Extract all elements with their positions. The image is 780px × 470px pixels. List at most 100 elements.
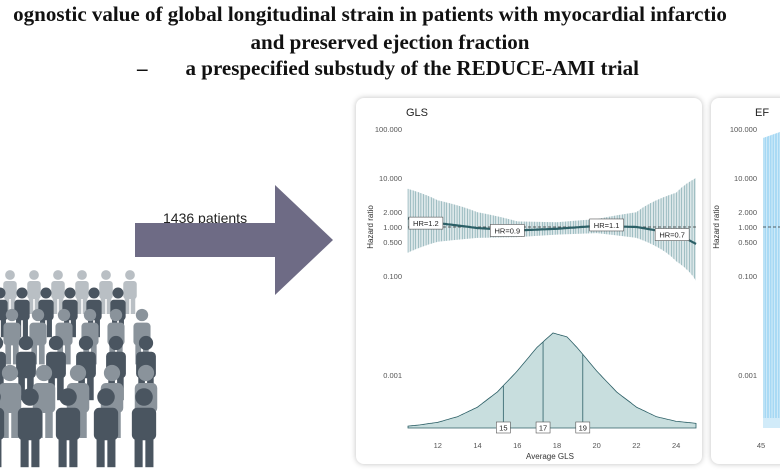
gls-y-tick-label: 10.000 bbox=[379, 174, 402, 183]
person-head bbox=[5, 270, 15, 280]
gls-quantile-label: 17 bbox=[539, 424, 547, 433]
person-leg bbox=[52, 297, 58, 314]
person-figure bbox=[0, 287, 8, 338]
gls-quantile-marker: 15 bbox=[496, 421, 511, 434]
person-leg bbox=[34, 297, 40, 314]
gls-x-axis-label: Average GLS bbox=[526, 452, 574, 461]
person-head bbox=[35, 364, 53, 382]
gls-panel: GLS 0.100 0.500 1.000 2.000 10.000 100.000 Haza… bbox=[356, 98, 702, 464]
person-figure bbox=[99, 270, 113, 314]
person-figure bbox=[93, 388, 119, 468]
gls-quantile-marker: 19 bbox=[575, 421, 591, 434]
person-head bbox=[112, 287, 124, 299]
ef-y-tick-label: 0.100 bbox=[738, 272, 757, 281]
person-leg bbox=[64, 343, 71, 365]
gls-hr-label: HR=0.9 bbox=[494, 226, 520, 235]
ef-panel: EF 0.100 0.500 1.000 2.000 10.000 100.000 Hazar… bbox=[711, 98, 780, 464]
ef-y-tick-label: 2.000 bbox=[738, 208, 757, 217]
person-head bbox=[59, 388, 77, 406]
person-figure bbox=[16, 335, 36, 401]
gls-hr-box bbox=[654, 228, 690, 241]
person-figure bbox=[32, 364, 56, 438]
person-figure bbox=[3, 308, 21, 365]
gls-hr-annotation: HR=0.7 bbox=[654, 228, 690, 241]
gls-x-tick-label: 12 bbox=[434, 441, 442, 450]
person-head bbox=[57, 308, 71, 322]
person-torso bbox=[29, 322, 47, 346]
gls-quantile-box bbox=[575, 421, 591, 434]
gls-y-tick-label: 100.000 bbox=[375, 125, 402, 134]
person-leg bbox=[82, 297, 88, 314]
person-leg bbox=[31, 437, 40, 468]
person-head bbox=[135, 388, 153, 406]
person-torso bbox=[3, 322, 21, 346]
person-leg bbox=[11, 410, 19, 438]
person-leg bbox=[134, 437, 143, 468]
gls-quantile-box bbox=[535, 421, 551, 434]
person-leg bbox=[130, 297, 136, 314]
person-leg bbox=[124, 297, 130, 314]
ef-panel-title: EF bbox=[755, 107, 769, 119]
gls-hazard-curve bbox=[407, 217, 697, 245]
person-head bbox=[21, 388, 39, 406]
person-head bbox=[64, 287, 76, 299]
person-head bbox=[16, 287, 28, 299]
right-arrow-icon bbox=[135, 185, 333, 295]
gls-y-tick-label: 1.000 bbox=[383, 223, 402, 232]
person-torso bbox=[16, 351, 36, 379]
person-head bbox=[77, 270, 87, 280]
title-dash: – bbox=[137, 56, 148, 80]
ef-y-tick-label: 0.500 bbox=[738, 238, 757, 247]
ef-density-tick-label: 0.001 bbox=[738, 371, 757, 380]
person-leg bbox=[69, 437, 78, 468]
person-leg bbox=[38, 343, 45, 365]
gls-x-tick-label: 14 bbox=[473, 441, 481, 450]
ef-y-tick-label: 1.000 bbox=[738, 223, 757, 232]
person-head bbox=[0, 337, 4, 349]
person-leg bbox=[58, 297, 64, 314]
person-torso bbox=[0, 407, 5, 441]
gls-hr-label: HR=0.7 bbox=[659, 231, 685, 240]
gls-hr-box bbox=[408, 216, 444, 230]
person-head bbox=[48, 335, 64, 351]
person-torso bbox=[75, 281, 89, 299]
person-leg bbox=[106, 297, 112, 314]
person-torso bbox=[99, 281, 113, 299]
gls-y-axis-label: Hazard ratio bbox=[366, 205, 375, 249]
person-torso bbox=[93, 407, 119, 441]
person-figure bbox=[0, 364, 22, 438]
person-torso bbox=[32, 383, 56, 413]
person-head bbox=[97, 388, 115, 406]
gls-quantile-label: 15 bbox=[499, 424, 507, 433]
person-figure bbox=[131, 388, 157, 468]
person-head bbox=[69, 364, 87, 382]
gls-x-tick-label: 20 bbox=[593, 441, 601, 450]
person-figure bbox=[17, 388, 43, 468]
person-leg bbox=[0, 437, 2, 468]
person-head bbox=[31, 308, 45, 322]
person-leg bbox=[87, 376, 94, 401]
gls-quantile-label: 19 bbox=[579, 424, 587, 433]
gls-hr-annotation: HR=1.2 bbox=[408, 216, 444, 230]
person-leg bbox=[18, 376, 25, 401]
person-torso bbox=[131, 407, 157, 441]
person-head bbox=[138, 335, 154, 351]
person-head bbox=[1, 364, 19, 382]
gls-y-tick-label: 0.500 bbox=[383, 238, 402, 247]
person-leg bbox=[10, 297, 16, 314]
person-leg bbox=[46, 318, 52, 338]
gls-y-tick-label: 0.100 bbox=[383, 272, 402, 281]
person-leg bbox=[22, 318, 28, 338]
person-figure bbox=[27, 270, 41, 314]
person-head bbox=[125, 270, 135, 280]
person-torso bbox=[17, 407, 43, 441]
person-torso bbox=[27, 281, 41, 299]
person-head bbox=[5, 308, 19, 322]
gls-y-tick-label: 2.000 bbox=[383, 208, 402, 217]
gls-panel-title: GLS bbox=[406, 107, 428, 119]
person-torso bbox=[0, 299, 8, 321]
person-leg bbox=[1, 410, 9, 438]
gls-hr-label: HR=1.2 bbox=[413, 219, 439, 228]
person-head bbox=[0, 393, 1, 401]
gls-hr-label: HR=1.1 bbox=[594, 221, 620, 230]
